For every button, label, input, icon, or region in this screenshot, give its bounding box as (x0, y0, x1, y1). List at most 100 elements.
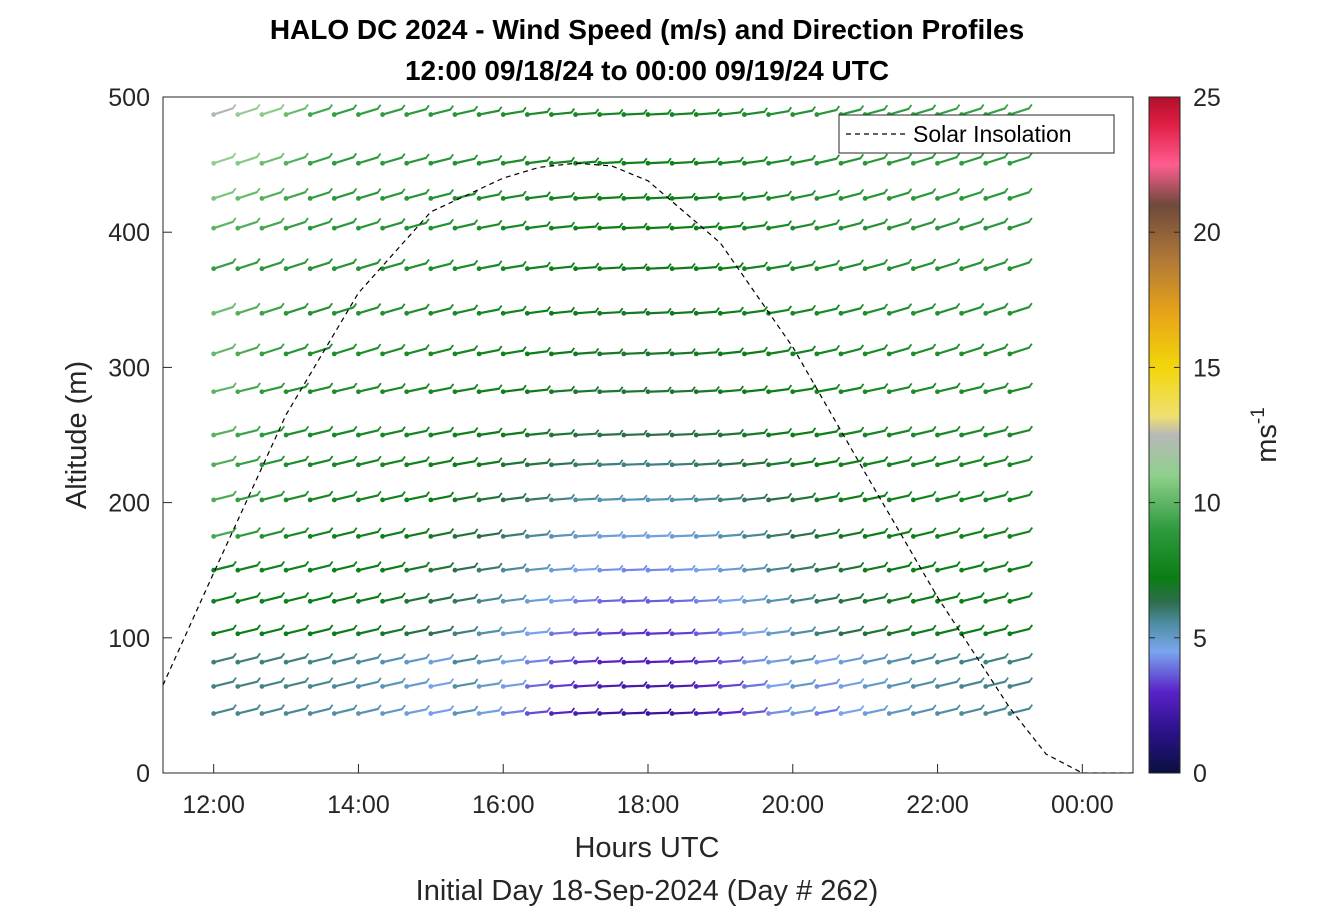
wind-barb (307, 704, 334, 716)
wind-barb-flag (449, 705, 455, 711)
wind-barb (331, 382, 358, 395)
wind-barb-dot (959, 432, 965, 438)
wind-barb-shaft (839, 657, 862, 664)
wind-barb (621, 429, 648, 438)
wind-barb (283, 343, 309, 357)
wind-barb-shaft (212, 627, 235, 635)
wind-barb-shaft (309, 680, 331, 688)
wind-barb-shaft (598, 225, 621, 230)
wind-barb-flag (643, 157, 648, 163)
wind-barb-shaft (1008, 595, 1031, 603)
wind-barb-flag (231, 152, 237, 158)
wind-barb-dot (283, 711, 289, 716)
wind-barb-shaft (284, 656, 307, 664)
wind-barb-flag (763, 529, 769, 535)
wind-barb-shaft (477, 308, 500, 315)
wind-barb-dot (742, 631, 747, 637)
wind-barb-flag (401, 455, 406, 461)
wind-barb-shaft (912, 306, 934, 315)
wind-barb-shaft (670, 497, 694, 501)
wind-barb-flag (280, 652, 286, 658)
wind-barb (356, 382, 382, 395)
wind-barb-shaft (815, 565, 838, 572)
wind-barb-flag (763, 155, 768, 162)
wind-barb (283, 152, 309, 166)
wind-barb-dot (1007, 310, 1013, 316)
wind-barb (452, 219, 479, 231)
wind-barb-dot (524, 266, 530, 272)
wind-barb-shaft (260, 156, 283, 165)
wind-barb (693, 707, 720, 716)
wind-barb-shaft (646, 266, 670, 270)
wind-barb-dot (886, 462, 892, 468)
wind-barb-shaft (429, 222, 452, 230)
wind-barb-flag (401, 153, 406, 159)
wind-barb-flag (932, 592, 937, 598)
wind-barb-shaft (357, 656, 380, 664)
wind-barb-shaft (526, 388, 549, 393)
wind-barb-flag (763, 594, 769, 600)
wind-barb (356, 258, 382, 272)
wind-barb-shaft (670, 684, 694, 688)
wind-barb-shaft (960, 564, 983, 572)
wind-barb-shaft (912, 530, 934, 538)
wind-barb (717, 707, 744, 716)
wind-barb-shaft (357, 261, 379, 270)
wind-barb-flag (835, 259, 841, 265)
wind-barb-shaft (477, 223, 500, 230)
wind-barb-dot (886, 711, 892, 716)
wind-barb (862, 426, 889, 438)
wind-barb-flag (328, 302, 333, 308)
wind-barb (211, 302, 237, 316)
wind-barb (814, 426, 841, 438)
wind-barb-shaft (1008, 220, 1030, 230)
wind-barb-dot (573, 534, 578, 539)
wind-barb (621, 307, 648, 316)
colorbar-tick-label: 5 (1193, 625, 1207, 653)
wind-barb-flag (811, 626, 817, 632)
wind-barb-shaft (670, 112, 694, 116)
wind-barb-flag (232, 677, 237, 683)
wind-barb-flag (280, 455, 286, 461)
wind-barb-shaft (960, 261, 982, 270)
wind-barb-dot (524, 598, 530, 604)
wind-barb-shaft (574, 225, 597, 230)
wind-barb (428, 383, 455, 395)
wind-barb (331, 561, 358, 573)
wind-barb-dot (862, 711, 868, 716)
wind-barb-dot (790, 196, 796, 201)
wind-barb-flag (1004, 382, 1009, 388)
wind-barb (380, 303, 406, 316)
wind-barb-flag (907, 343, 913, 349)
wind-barb-flag (955, 343, 961, 349)
wind-barb-flag (643, 192, 648, 198)
wind-barb-shaft (284, 261, 307, 270)
wind-barb (307, 425, 334, 438)
wind-barb-shaft (743, 159, 766, 165)
wind-barb-flag (231, 217, 237, 223)
wind-barb (814, 562, 841, 573)
wind-barb-flag (328, 624, 334, 630)
wind-barb-dot (983, 631, 989, 637)
wind-barb-shaft (381, 530, 404, 538)
wind-barb-flag (883, 153, 889, 159)
wind-barb-flag (546, 428, 551, 434)
wind-barb (766, 529, 793, 539)
wind-barb (476, 654, 503, 665)
wind-barb-dot (935, 432, 940, 438)
wind-barb (621, 531, 648, 539)
wind-barb-flag (401, 704, 406, 710)
wind-barb-dot (452, 389, 458, 395)
wind-barb-shaft (839, 681, 862, 688)
wind-barb-flag (811, 705, 817, 711)
wind-barb-dot (452, 462, 458, 468)
wind-barb-dot (307, 310, 313, 316)
wind-barb-flag (304, 591, 310, 598)
wind-barb-flag (980, 425, 985, 431)
wind-barb (693, 347, 720, 357)
wind-barb-shaft (526, 159, 549, 165)
wind-barb (669, 262, 696, 272)
wind-barb-shaft (429, 681, 452, 688)
wind-barb (693, 564, 720, 573)
